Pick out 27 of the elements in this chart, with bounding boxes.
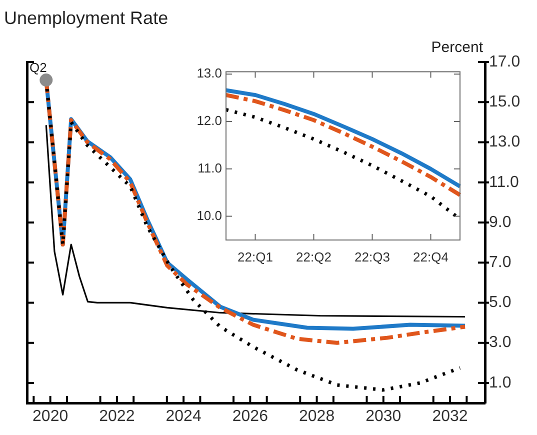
y-tick-label: 7.0 — [489, 254, 512, 271]
y-tick-label: 12.0 — [196, 113, 222, 128]
x-tick-label: 2030 — [366, 408, 402, 426]
x-tick-label: 2020 — [32, 408, 68, 426]
y-tick-label: 15.0 — [489, 94, 520, 111]
x-tick-label: 22:Q4 — [413, 249, 448, 264]
y-axis-title: Percent — [431, 39, 484, 56]
x-tick-label: 22:Q3 — [354, 249, 390, 264]
y-tick-label: 9.0 — [489, 214, 512, 231]
chart-title: Unemployment Rate — [4, 8, 168, 28]
y-tick-label: 13.0 — [489, 134, 520, 151]
y-tick-label: 11.0 — [489, 174, 520, 191]
y-tick-label: 3.0 — [489, 334, 512, 352]
annotation: Q2 — [29, 60, 47, 76]
x-tick-label: 2026 — [232, 408, 268, 426]
y-tick-label: 17.0 — [489, 53, 520, 70]
x-tick-label: 2024 — [166, 408, 202, 426]
x-tick-label: 22:Q1 — [238, 249, 273, 264]
y-tick-label: 13.0 — [196, 66, 222, 81]
x-tick-label: 2022 — [99, 408, 135, 426]
y-tick-label: 5.0 — [489, 294, 512, 312]
x-tick-label: 2028 — [298, 408, 335, 426]
y-tick-label: 11.0 — [198, 160, 222, 176]
y-tick-label: 10.0 — [196, 208, 222, 223]
x-tick-label: 22:Q2 — [296, 249, 332, 264]
y-tick-label: 1.0 — [489, 374, 512, 392]
x-tick-label: 2032 — [432, 408, 468, 426]
